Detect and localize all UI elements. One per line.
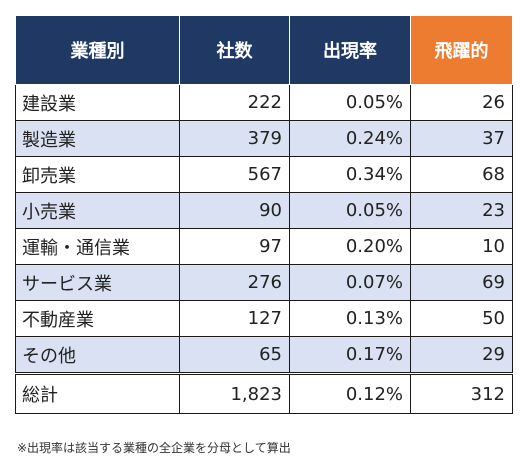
- table-row: その他 65 0.17% 29: [15, 336, 513, 374]
- industry-cell: サービス業: [15, 264, 180, 301]
- leap-cell: 37: [410, 120, 513, 157]
- leap-cell: 68: [410, 156, 513, 193]
- count-cell: 567: [179, 156, 290, 193]
- rate-cell: 0.34%: [289, 156, 411, 193]
- industry-cell: 小売業: [15, 192, 180, 229]
- total-rate-cell: 0.12%: [289, 372, 411, 414]
- table-row: 小売業 90 0.05% 23: [15, 192, 513, 229]
- footnote: ※出現率は該当する業種の全企業を分母として算出: [17, 441, 291, 455]
- count-cell: 276: [179, 264, 290, 301]
- rate-cell: 0.20%: [289, 228, 411, 265]
- count-cell: 97: [179, 228, 290, 265]
- count-cell: 127: [179, 300, 290, 337]
- leap-cell: 26: [410, 84, 513, 121]
- count-cell: 65: [179, 336, 290, 374]
- industry-cell: 不動産業: [15, 300, 180, 337]
- industry-table: 業種別 社数 出現率 飛躍的 建設業 222 0.05% 26 製造業 379 …: [15, 15, 513, 414]
- table-row: 卸売業 567 0.34% 68: [15, 156, 513, 193]
- leap-cell: 29: [410, 336, 513, 374]
- rate-cell: 0.05%: [289, 192, 411, 229]
- leap-cell: 10: [410, 228, 513, 265]
- header-leap: 飛躍的: [410, 15, 513, 85]
- leap-cell: 23: [410, 192, 513, 229]
- table-header-row: 業種別 社数 出現率 飛躍的: [15, 15, 513, 85]
- header-company-count: 社数: [179, 15, 290, 85]
- industry-cell: 卸売業: [15, 156, 180, 193]
- rate-cell: 0.05%: [289, 84, 411, 121]
- header-industry: 業種別: [15, 15, 180, 85]
- rate-cell: 0.13%: [289, 300, 411, 337]
- leap-cell: 50: [410, 300, 513, 337]
- count-cell: 379: [179, 120, 290, 157]
- total-leap-cell: 312: [410, 372, 513, 414]
- total-row: 総計 1,823 0.12% 312: [15, 372, 513, 414]
- industry-cell: 製造業: [15, 120, 180, 157]
- leap-cell: 69: [410, 264, 513, 301]
- rate-cell: 0.24%: [289, 120, 411, 157]
- industry-cell: 建設業: [15, 84, 180, 121]
- total-label-cell: 総計: [15, 372, 180, 414]
- industry-cell: 運輸・通信業: [15, 228, 180, 265]
- total-count-cell: 1,823: [179, 372, 290, 414]
- table-row: 不動産業 127 0.13% 50: [15, 300, 513, 337]
- header-occurrence-rate: 出現率: [289, 15, 411, 85]
- rate-cell: 0.07%: [289, 264, 411, 301]
- table-row: 運輸・通信業 97 0.20% 10: [15, 228, 513, 265]
- table-row: サービス業 276 0.07% 69: [15, 264, 513, 301]
- table-row: 製造業 379 0.24% 37: [15, 120, 513, 157]
- count-cell: 90: [179, 192, 290, 229]
- table-row: 建設業 222 0.05% 26: [15, 84, 513, 121]
- count-cell: 222: [179, 84, 290, 121]
- industry-cell: その他: [15, 336, 180, 374]
- rate-cell: 0.17%: [289, 336, 411, 374]
